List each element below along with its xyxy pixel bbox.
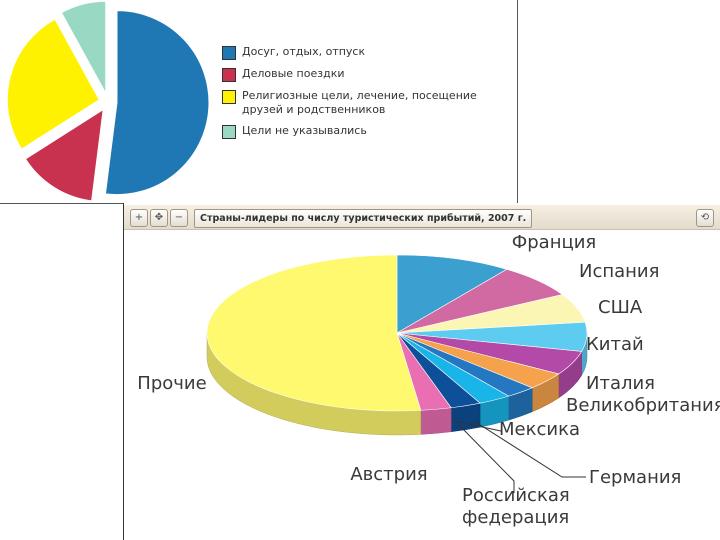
- top-pie-slice-3: [60, 0, 107, 94]
- legend-label: Досуг, отдых, отпуск: [242, 45, 366, 58]
- legend-label: Цели не указывались: [242, 124, 367, 137]
- legend-swatch: [222, 68, 236, 82]
- bottom-pie-chart: Франция Испания США Китай ИталияВеликобритан…: [137, 232, 720, 528]
- leader-line: [453, 420, 502, 432]
- zoom-in-button[interactable]: +: [130, 209, 148, 227]
- legend-label: Религиозные цели, лечение, посещение дру…: [242, 89, 477, 116]
- slice-label: Прочие: [137, 373, 206, 394]
- chart-toolbar: + ✥ − Страны-лидеры по числу туристическ…: [124, 205, 720, 230]
- legend-label: Деловые поездки: [242, 67, 345, 80]
- bottom-pie-slice-0: [396, 254, 508, 334]
- slice-label: Германия: [589, 467, 681, 488]
- pan-button[interactable]: ✥: [150, 209, 168, 227]
- legend: Досуг, отдых, отпуск Деловые поездки Религ…: [222, 45, 517, 146]
- slice-label: Великобритания: [566, 395, 720, 416]
- legend-item: Деловые поездки: [222, 67, 517, 82]
- top-chart-panel: Досуг, отдых, отпуск Деловые поездки Религ…: [0, 0, 518, 204]
- slice-label: Китай: [586, 334, 644, 355]
- top-pie-slice-0: [104, 10, 210, 195]
- slice-label: Российская федерация: [462, 485, 570, 528]
- top-pie-slice-1: [24, 108, 104, 202]
- refresh-button[interactable]: ⟲: [696, 209, 714, 227]
- slice-label: США: [598, 297, 643, 318]
- slice-label: Австрия: [350, 464, 427, 485]
- legend-swatch: [222, 90, 236, 104]
- slice-label: Италия: [586, 373, 655, 394]
- slice-label: Испания: [579, 261, 659, 282]
- chart-title: Страны-лидеры по числу туристических при…: [194, 209, 533, 228]
- legend-item: Цели не указывались: [222, 124, 517, 139]
- bottom-chart-panel: + ✥ − Страны-лидеры по числу туристическ…: [123, 203, 720, 540]
- slice-label: Мексика: [499, 419, 580, 440]
- leader-line: [458, 424, 515, 493]
- slice-label: Франция: [512, 232, 597, 253]
- legend-swatch: [222, 125, 236, 139]
- leader-line: [473, 420, 586, 478]
- legend-item: Досуг, отдых, отпуск: [222, 45, 517, 60]
- bottom-pie-side-slice-9: [420, 407, 452, 435]
- top-pie-slice-2: [6, 18, 100, 150]
- top-pie-chart: [6, 0, 210, 202]
- legend-item: Религиозные цели, лечение, посещение дру…: [222, 89, 517, 117]
- bottom-pie-slice-10: [206, 254, 422, 412]
- legend-swatch: [222, 46, 236, 60]
- zoom-out-button[interactable]: −: [170, 209, 188, 227]
